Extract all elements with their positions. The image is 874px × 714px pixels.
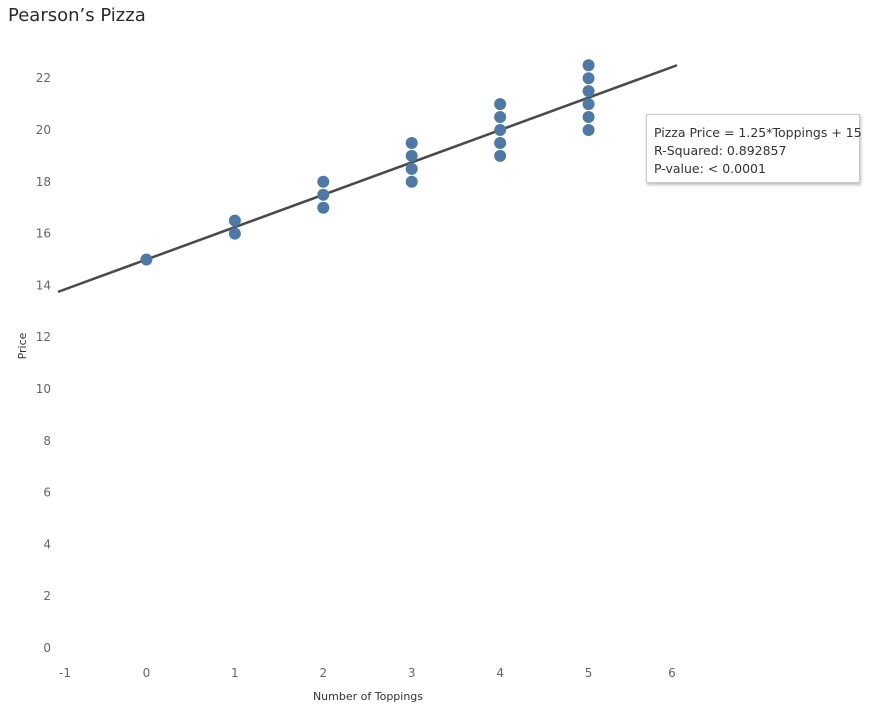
data-point[interactable] bbox=[494, 111, 507, 124]
x-tick-label: 6 bbox=[668, 666, 676, 680]
data-point[interactable] bbox=[140, 253, 153, 266]
x-tick-label: 5 bbox=[585, 666, 593, 680]
y-tick-label: 22 bbox=[36, 71, 51, 85]
data-point[interactable] bbox=[582, 124, 595, 136]
y-tick-label: 10 bbox=[36, 382, 51, 396]
data-point[interactable] bbox=[317, 201, 330, 214]
x-tick-label: 0 bbox=[143, 666, 151, 680]
data-point[interactable] bbox=[317, 175, 330, 188]
x-tick-label: 1 bbox=[231, 666, 239, 680]
data-point[interactable] bbox=[405, 136, 418, 149]
data-point[interactable] bbox=[228, 227, 241, 240]
tooltip-r-squared: R-Squared: 0.892857 bbox=[654, 143, 787, 158]
y-tick-label: 18 bbox=[36, 175, 51, 189]
y-axis-label: Price bbox=[16, 332, 29, 359]
x-axis-ticks: -1 0 1 2 3 4 5 6 bbox=[59, 666, 676, 680]
tooltip-equation: Pizza Price = 1.25*Toppings + 15 bbox=[654, 125, 862, 140]
data-points[interactable] bbox=[140, 59, 595, 266]
data-point[interactable] bbox=[494, 98, 507, 111]
y-axis-ticks: 0 2 4 6 8 10 12 14 16 18 20 22 bbox=[36, 71, 51, 655]
tooltip-p-value: P-value: < 0.0001 bbox=[654, 161, 766, 176]
y-tick-label: 8 bbox=[43, 434, 51, 448]
x-tick-label: -1 bbox=[59, 666, 71, 680]
trend-line-group bbox=[57, 64, 678, 294]
x-tick-label: 3 bbox=[408, 666, 416, 680]
y-tick-label: 20 bbox=[36, 123, 51, 137]
y-tick-label: 12 bbox=[36, 330, 51, 344]
regression-tooltip: Pizza Price = 1.25*Toppings + 15 R-Squar… bbox=[646, 114, 862, 183]
data-point[interactable] bbox=[582, 85, 595, 98]
x-axis-label: Number of Toppings bbox=[313, 690, 423, 703]
y-tick-label: 6 bbox=[43, 486, 51, 500]
trend-line[interactable] bbox=[57, 64, 678, 294]
data-point[interactable] bbox=[228, 214, 241, 227]
y-tick-label: 16 bbox=[36, 227, 51, 241]
x-tick-label: 4 bbox=[496, 666, 504, 680]
data-point[interactable] bbox=[494, 136, 507, 149]
y-tick-label: 0 bbox=[43, 641, 51, 655]
data-point[interactable] bbox=[405, 149, 418, 162]
data-point[interactable] bbox=[494, 124, 507, 136]
data-point[interactable] bbox=[582, 98, 595, 111]
data-point[interactable] bbox=[582, 59, 595, 72]
y-tick-label: 2 bbox=[43, 589, 51, 603]
data-point[interactable] bbox=[405, 162, 418, 175]
data-point[interactable] bbox=[317, 188, 330, 201]
data-point[interactable] bbox=[405, 175, 418, 188]
x-tick-label: 2 bbox=[319, 666, 327, 680]
data-point[interactable] bbox=[494, 149, 507, 162]
data-point[interactable] bbox=[582, 72, 595, 85]
y-tick-label: 14 bbox=[36, 278, 51, 292]
data-point[interactable] bbox=[582, 111, 595, 124]
chart-title: Pearson’s Pizza bbox=[8, 5, 146, 26]
y-tick-label: 4 bbox=[43, 537, 51, 551]
